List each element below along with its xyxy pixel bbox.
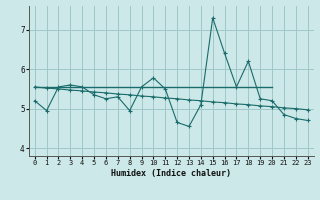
X-axis label: Humidex (Indice chaleur): Humidex (Indice chaleur) [111,169,231,178]
